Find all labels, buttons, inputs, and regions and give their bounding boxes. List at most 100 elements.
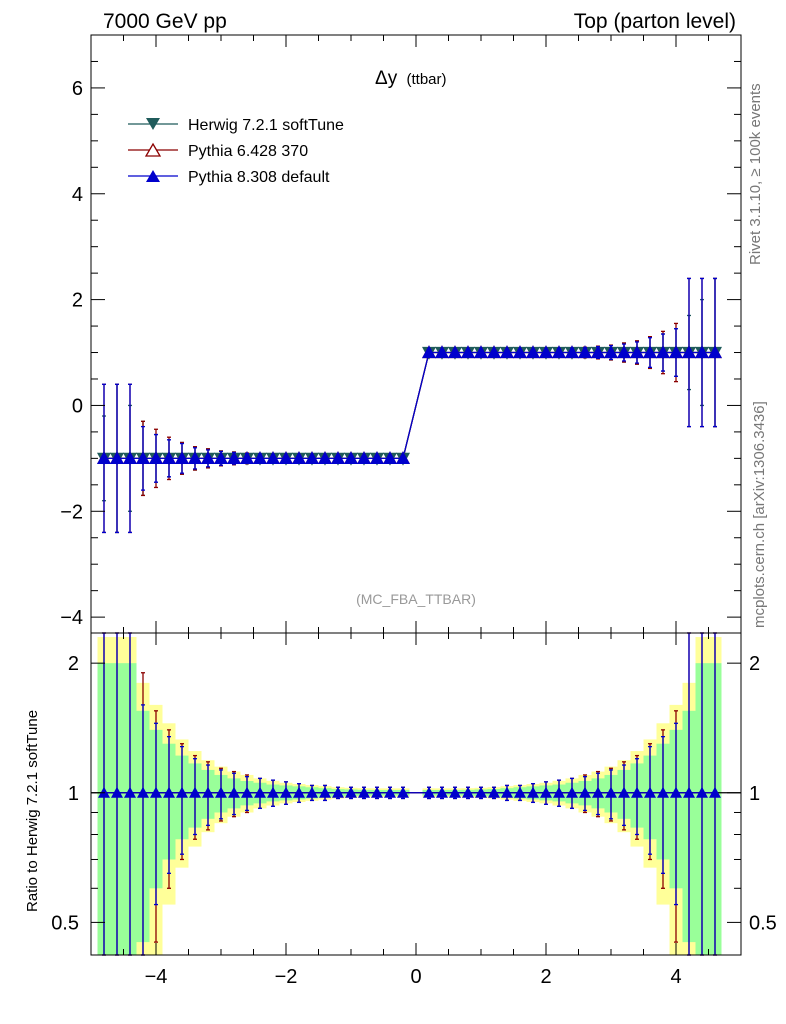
ratio-point	[280, 786, 292, 798]
ratio-point	[709, 786, 721, 798]
series-line	[104, 351, 715, 460]
ratio-point	[189, 786, 201, 798]
x-tick-label: 0	[410, 966, 421, 988]
main-series-markers	[96, 277, 723, 534]
legend-entry-pythia6: Pythia 6.428 370	[128, 142, 308, 160]
legend-label-pythia6: Pythia 6.428 370	[188, 143, 308, 160]
ratio-point	[501, 786, 513, 798]
ratio-y-tick-label-right: 1	[749, 783, 760, 805]
ratio-point	[345, 786, 357, 798]
data-point	[538, 345, 554, 359]
ratio-ylabel: Ratio to Herwig 7.2.1 softTune	[24, 710, 41, 912]
series-line	[104, 351, 715, 460]
data-point	[330, 451, 346, 464]
chart-title-main: Δy	[375, 68, 398, 89]
ratio-point	[553, 786, 565, 798]
ratio-point	[371, 786, 383, 798]
main-y-tick-label: −2	[60, 501, 83, 523]
ratio-point	[215, 786, 227, 798]
data-point	[616, 345, 632, 359]
data-point	[239, 451, 255, 464]
data-point	[252, 451, 268, 464]
data-point	[551, 345, 567, 359]
chart-title: Δy (ttbar)	[375, 68, 447, 89]
ratio-point	[475, 786, 487, 798]
ratio-point	[267, 786, 279, 798]
ratio-axes: −4 −2 0 2 4 0.5 0.5 1 1 2 2	[51, 633, 777, 988]
header-left: 7000 GeV pp	[103, 10, 227, 33]
series-line	[104, 351, 715, 460]
data-point	[577, 345, 593, 359]
data-point	[642, 345, 658, 359]
ratio-bands	[91, 637, 741, 955]
data-point	[486, 345, 502, 359]
data-point	[109, 451, 125, 464]
data-point	[174, 451, 190, 464]
main-axes: −4 −2 0 2 4 6	[60, 34, 742, 633]
ratio-point	[306, 786, 318, 798]
data-point	[707, 345, 723, 359]
ratio-point	[514, 786, 526, 798]
ratio-point	[579, 786, 591, 798]
x-tick-label: −4	[145, 966, 168, 988]
ratio-point	[228, 786, 240, 798]
legend-label-herwig: Herwig 7.2.1 softTune	[188, 117, 344, 134]
data-point	[668, 345, 684, 359]
data-point	[213, 451, 229, 464]
data-point	[629, 345, 645, 359]
legend-label-pythia8: Pythia 8.308 default	[188, 169, 330, 186]
data-point	[564, 345, 580, 359]
ratio-point	[449, 786, 461, 798]
data-point	[694, 345, 710, 359]
ratio-point	[150, 786, 162, 798]
data-point	[187, 451, 203, 464]
legend-entry-pythia8: Pythia 8.308 default	[128, 169, 330, 186]
ratio-point	[137, 786, 149, 798]
data-point	[148, 451, 164, 464]
main-y-tick-label: 6	[72, 78, 83, 100]
data-point	[447, 345, 463, 359]
ratio-point	[254, 786, 266, 798]
ratio-point	[319, 786, 331, 798]
ratio-point	[605, 786, 617, 798]
data-point	[161, 451, 177, 464]
legend-marker-herwig	[146, 118, 160, 130]
ratio-point	[384, 786, 396, 798]
data-point	[96, 451, 112, 464]
ratio-y-tick-label-right: 0.5	[749, 912, 777, 934]
ratio-point	[631, 786, 643, 798]
x-tick-label: 2	[540, 966, 551, 988]
analysis-label: (MC_FBA_TTBAR)	[356, 591, 476, 607]
main-y-tick-label: 4	[72, 184, 83, 206]
data-point	[421, 345, 437, 359]
ratio-point	[163, 786, 175, 798]
ratio-point	[488, 786, 500, 798]
data-point	[317, 451, 333, 464]
rivet-label: Rivet 3.1.10, ≥ 100k events	[747, 83, 764, 265]
ratio-point	[332, 786, 344, 798]
ratio-point	[358, 786, 370, 798]
ratio-point	[592, 786, 604, 798]
ratio-point	[540, 786, 552, 798]
ratio-point	[436, 786, 448, 798]
data-point	[226, 451, 242, 464]
ratio-point	[696, 786, 708, 798]
data-point	[655, 345, 671, 359]
data-point	[460, 345, 476, 359]
ratio-point	[293, 786, 305, 798]
legend: Herwig 7.2.1 softTune Pythia 6.428 370 P…	[128, 117, 344, 186]
data-point	[434, 345, 450, 359]
data-point	[343, 451, 359, 464]
main-y-tick-label: −4	[60, 607, 83, 629]
data-point	[525, 345, 541, 359]
legend-entry-herwig: Herwig 7.2.1 softTune	[128, 117, 344, 134]
legend-marker-pythia8	[146, 170, 160, 182]
main-y-tick-label: 0	[72, 395, 83, 417]
x-tick-label: −2	[275, 966, 298, 988]
data-point	[473, 345, 489, 359]
ratio-point	[657, 786, 669, 798]
chart-title-suffix: (ttbar)	[406, 71, 446, 88]
ratio-point	[670, 786, 682, 798]
ratio-point	[566, 786, 578, 798]
